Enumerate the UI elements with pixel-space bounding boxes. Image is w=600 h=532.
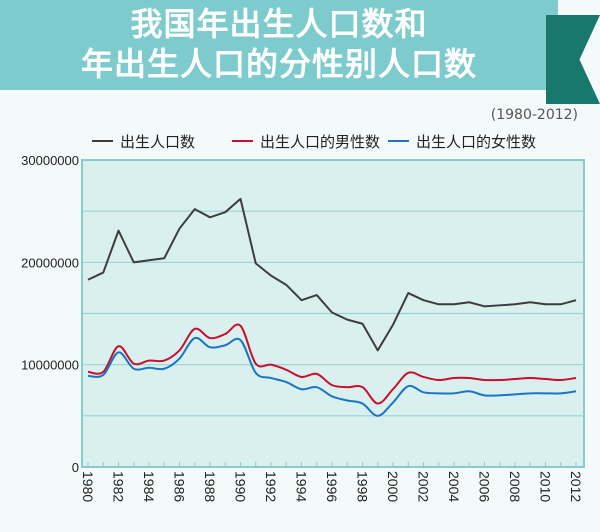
series-line-1 (87, 197, 577, 352)
x-tick-label: 2000 (385, 471, 401, 502)
title-banner (0, 0, 558, 90)
chart-subtitle: (1980-2012) (490, 107, 578, 123)
x-tick-label: 1990 (233, 471, 249, 502)
y-tick-label: 20000000 (21, 255, 79, 270)
x-tick-label: 1986 (172, 471, 188, 502)
series-line-3 (87, 336, 577, 417)
x-tick-label: 1998 (355, 471, 371, 502)
y-tick-label: 0 (72, 460, 79, 475)
x-tick-label: 1992 (263, 471, 279, 502)
title-line-1: 我国年出生人口数和 (130, 5, 428, 43)
legend-label: 出生人口数 (120, 133, 195, 151)
x-tick-label: 2004 (446, 471, 462, 502)
x-tick-label: 1994 (294, 471, 310, 502)
y-tick-label: 30000000 (21, 153, 79, 168)
legend-label: 出生人口的女性数 (416, 133, 536, 151)
legend-label: 出生人口的男性数 (260, 133, 380, 151)
chart-title: 我国年出生人口数和 年出生人口的分性别人口数 (0, 4, 558, 84)
x-tick-label: 2010 (538, 471, 554, 502)
x-tick-label: 2006 (477, 471, 493, 502)
title-line-2: 年出生人口的分性别人口数 (80, 45, 477, 83)
x-tick-label: 1980 (80, 471, 96, 502)
x-tick-label: 1996 (324, 471, 340, 502)
x-tick-label: 2002 (416, 471, 432, 502)
series-line-2 (87, 323, 577, 405)
x-tick-label: 1982 (111, 471, 127, 502)
x-tick-label: 1984 (141, 471, 157, 502)
y-tick-label: 10000000 (21, 358, 79, 373)
x-tick-label: 2012 (568, 471, 584, 502)
x-tick-label: 1988 (202, 471, 218, 502)
x-tick-label: 2008 (507, 471, 523, 502)
